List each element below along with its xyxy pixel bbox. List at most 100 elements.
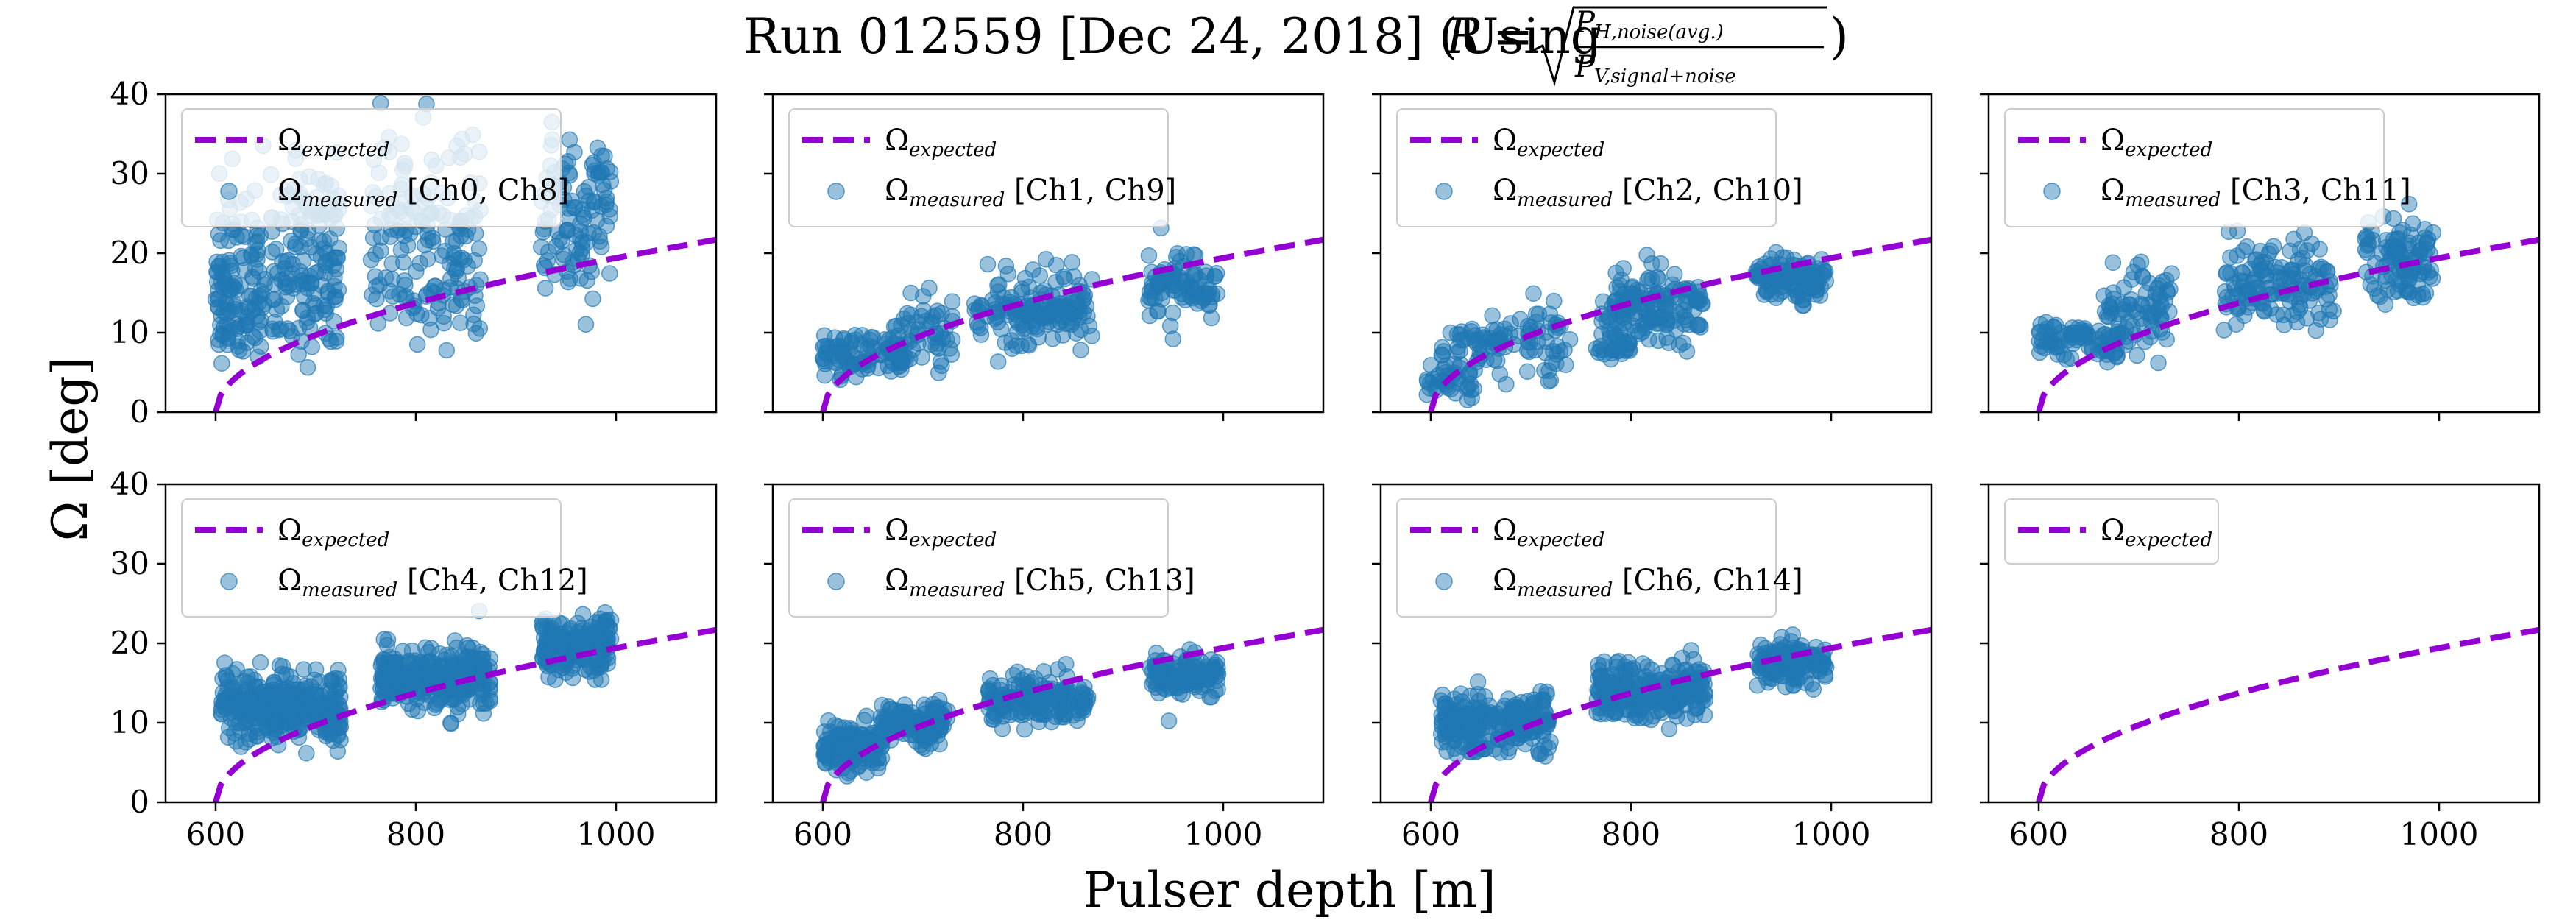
measured-point <box>1652 255 1669 272</box>
legend: Ωexpected Ωmeasured [Ch2, Ch10] <box>1396 108 1803 227</box>
subplot-2: Ωexpected Ωmeasured [Ch2, Ch10] <box>1372 93 1933 421</box>
measured-point <box>282 705 300 723</box>
measured-point <box>218 690 235 707</box>
measured-point <box>467 325 485 342</box>
measured-point <box>418 654 435 670</box>
measured-point <box>585 154 602 171</box>
measured-point <box>371 276 388 293</box>
measured-point <box>367 268 384 285</box>
measured-point <box>592 657 609 673</box>
measured-point <box>985 708 1002 725</box>
measured-point <box>481 679 498 696</box>
measured-point <box>467 224 484 242</box>
y-tick-label: 20 <box>110 235 149 271</box>
title-formula-numerator-sub: H,noise(avg.) <box>1593 21 1724 43</box>
measured-point <box>598 633 615 651</box>
measured-point <box>564 669 581 687</box>
legend-measured-label: Ωmeasured [Ch3, Ch11] <box>2101 174 2411 211</box>
measured-point <box>1140 247 1158 264</box>
legend: Ωexpected Ωmeasured [Ch5, Ch13] <box>788 498 1195 618</box>
measured-point <box>2416 244 2433 262</box>
measured-point <box>972 319 989 336</box>
measured-point <box>475 705 492 722</box>
measured-point <box>931 721 949 738</box>
measured-point <box>1050 693 1067 711</box>
measured-point <box>375 672 392 689</box>
measured-point <box>569 615 587 631</box>
measured-point <box>1201 296 1218 314</box>
measured-point <box>2385 210 2402 227</box>
measured-point <box>1638 247 1655 263</box>
measured-point <box>2222 249 2239 266</box>
measured-point <box>1021 703 1038 721</box>
measured-point <box>1537 748 1554 765</box>
measured-point <box>1036 706 1054 723</box>
measured-point <box>1075 291 1092 309</box>
measured-point <box>1644 707 1662 725</box>
legend-measured-swatch <box>220 183 238 200</box>
measured-point <box>816 367 833 384</box>
measured-point <box>1161 274 1178 291</box>
measured-point <box>979 255 997 273</box>
measured-point <box>1518 363 1536 381</box>
title-formula-eq: = <box>1493 8 1533 65</box>
measured-point <box>1064 254 1080 271</box>
measured-point <box>1602 329 1618 347</box>
title-formula-numerator: P <box>1574 6 1596 40</box>
measured-point <box>446 261 463 277</box>
legend-measured-label: Ωmeasured [Ch2, Ch10] <box>1493 174 1803 211</box>
measured-point <box>921 280 938 297</box>
measured-point <box>1636 319 1654 336</box>
legend-box <box>1396 108 1777 227</box>
expected-curve <box>2036 626 2539 802</box>
measured-point <box>442 715 460 732</box>
measured-point <box>2080 328 2097 346</box>
measured-point <box>228 320 246 337</box>
measured-point <box>444 654 461 671</box>
measured-point <box>231 318 249 335</box>
measured-point <box>1788 671 1805 689</box>
legend-box <box>1396 498 1777 618</box>
measured-point <box>384 288 402 305</box>
measured-point <box>1594 293 1612 310</box>
measured-point <box>252 654 269 671</box>
measured-point <box>897 353 914 369</box>
measured-point <box>1160 712 1178 729</box>
measured-point <box>396 272 413 289</box>
measured-point <box>580 192 598 210</box>
measured-point <box>991 276 1008 293</box>
measured-points <box>1432 626 1835 765</box>
measured-point <box>298 745 315 762</box>
measured-point <box>944 331 961 348</box>
measured-point <box>1807 654 1824 671</box>
measured-point <box>1451 342 1468 360</box>
measured-point <box>1488 321 1506 338</box>
measured-point <box>1525 285 1542 302</box>
measured-point <box>298 687 315 704</box>
measured-point <box>247 300 264 317</box>
measured-point <box>1498 375 1515 393</box>
measured-point <box>2222 264 2239 282</box>
measured-point <box>924 308 941 325</box>
measured-point <box>276 260 293 277</box>
measured-point <box>1419 373 1436 390</box>
measured-point <box>1181 288 1199 305</box>
measured-point <box>588 212 606 229</box>
subplot-7: 600 800 1000 Ωexpected <box>1980 483 2541 852</box>
y-tick-label: 0 <box>130 784 149 820</box>
measured-point <box>1542 733 1559 751</box>
legend-measured-swatch <box>827 573 845 590</box>
x-tick-label: 600 <box>1401 816 1460 852</box>
measured-point <box>938 330 955 348</box>
measured-point <box>1592 705 1610 723</box>
measured-point <box>561 131 578 149</box>
measured-point <box>1064 313 1081 330</box>
measured-point <box>539 634 556 652</box>
measured-point <box>399 237 417 254</box>
subplot-5: 600 800 1000 Ωexpected Ωmeasured [Ch5, Ch13] <box>764 483 1325 852</box>
measured-point <box>2416 221 2433 238</box>
measured-point <box>902 284 919 302</box>
measured-point <box>1446 731 1462 749</box>
measured-point <box>2313 258 2330 276</box>
legend-measured-swatch <box>1435 573 1453 590</box>
